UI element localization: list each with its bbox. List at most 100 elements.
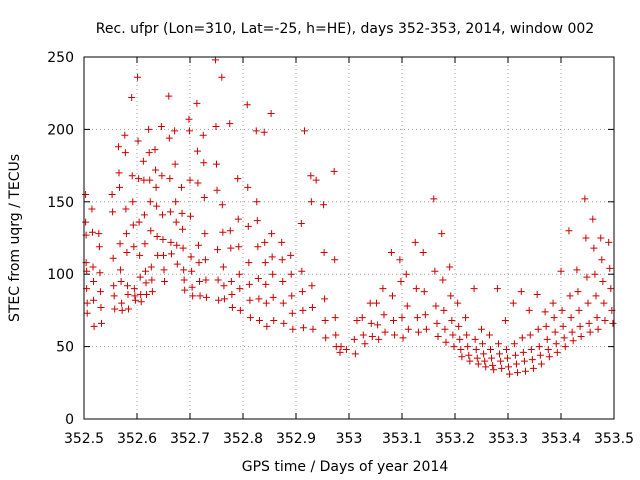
data-point [505,363,513,371]
data-point [581,195,589,203]
data-point [196,292,204,300]
data-point [420,288,428,296]
data-point [165,92,173,100]
data-point [321,317,329,325]
data-point [193,147,201,155]
data-point [90,322,98,330]
data-point [440,306,448,314]
y-tick-label: 100 [47,267,74,283]
data-point [200,193,208,201]
data-point [396,256,404,264]
data-point [390,317,398,325]
data-point [414,328,422,336]
y-axis-label: STEC from uqrg / TECUs [7,154,23,322]
data-point [584,299,592,307]
data-point [585,319,593,327]
data-point [518,334,526,342]
data-point [161,277,169,285]
data-point [109,254,117,262]
data-point [455,322,463,330]
data-point [438,230,446,238]
data-point [186,176,194,184]
data-point [413,314,421,322]
data-point [308,304,316,312]
data-point [529,364,537,372]
data-point [235,243,243,251]
data-point [433,319,441,327]
data-point [511,351,519,359]
y-tick-label: 150 [47,195,74,211]
data-point [502,345,510,353]
data-point [131,292,139,300]
data-point [312,176,320,184]
data-point [279,277,287,285]
data-point [514,369,522,377]
data-point [519,348,527,356]
data-point [594,325,602,333]
data-point [361,340,369,348]
data-point [188,267,196,275]
data-point [482,363,490,371]
data-point [114,143,122,151]
data-point [558,306,566,314]
data-point [388,292,396,300]
data-point [122,230,130,238]
data-point [336,348,344,356]
data-point [430,195,438,203]
data-point [566,292,574,300]
data-point [180,266,188,274]
data-point [600,299,608,307]
data-point [287,270,295,278]
data-point [404,325,412,333]
data-point [115,169,123,177]
data-point [143,290,151,298]
data-point [269,270,277,278]
data-point [118,306,126,314]
data-point [187,253,195,261]
data-point [331,314,339,322]
data-point [582,234,590,242]
data-point [153,233,161,241]
data-point [172,218,180,226]
data-point [552,340,560,348]
data-point [90,296,98,304]
data-point [569,337,577,345]
data-point [512,360,520,368]
data-point [108,191,116,199]
data-point [159,235,167,243]
data-point [178,209,186,217]
data-point [308,282,316,290]
data-point [128,172,136,180]
y-tick-label: 50 [56,340,74,356]
data-point [97,304,105,312]
data-point [147,227,155,235]
data-point [299,306,307,314]
data-point [535,343,543,351]
data-point [565,227,573,235]
data-point [439,276,447,284]
data-point [135,218,143,226]
data-point [193,99,201,107]
data-point [330,167,338,175]
data-point [255,317,263,325]
data-point [471,335,479,343]
data-point [474,360,482,368]
data-point [593,314,601,322]
data-point [374,321,382,329]
data-point [422,325,430,333]
data-point [131,296,139,304]
data-point [214,276,222,284]
data-point [220,282,228,290]
data-point [542,322,550,330]
data-point [158,172,166,180]
x-tick-label: 352.9 [276,431,316,447]
data-point [179,244,187,252]
data-point [226,227,234,235]
data-point [544,345,552,353]
data-point [160,251,167,259]
data-point [139,157,147,165]
data-point [442,338,450,346]
data-point [171,127,179,135]
data-point [321,295,329,303]
data-point [601,317,609,325]
